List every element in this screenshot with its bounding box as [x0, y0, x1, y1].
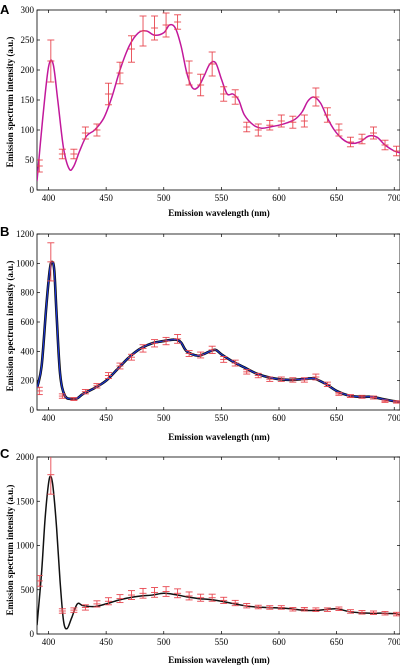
- panel-a-y-tick-label: 250: [21, 35, 35, 45]
- panel-a-y-tick-label: 200: [21, 65, 35, 75]
- panel-c-y-axis-label: Emission spectrum intensity (a.u.): [5, 485, 15, 616]
- panel-b-y-tick-label: 400: [21, 346, 35, 356]
- panel-c-y-tick-label: 1500: [16, 496, 35, 506]
- panel-b-y-tick-label: 600: [21, 317, 35, 327]
- panel-b-series-line: [37, 261, 400, 403]
- panel-a-x-tick-label: 700: [387, 193, 400, 203]
- panel-a-y-tick-label: 50: [25, 155, 35, 165]
- panel-c-y-tick-label: 500: [21, 585, 35, 595]
- panel-letter-c: C: [0, 446, 10, 461]
- panel-c-x-tick-label: 550: [215, 637, 229, 647]
- panel-c-frame: [36, 456, 400, 635]
- panel-letter-b: B: [0, 224, 9, 239]
- panel-c-x-tick-label: 400: [42, 637, 56, 647]
- panel-c-y-tick-label: 1000: [16, 541, 35, 551]
- panel-c-x-tick-label: 450: [99, 637, 113, 647]
- panel-c-x-tick-label: 700: [387, 637, 400, 647]
- panel-c-x-tick-label: 650: [330, 637, 344, 647]
- panel-b-plot-area: [37, 242, 400, 404]
- panel-b-y-tick-label: 200: [21, 376, 35, 386]
- panel-b-x-tick-label: 450: [99, 413, 113, 423]
- panel-b-y-tick-label: 0: [30, 405, 35, 415]
- panel-a-x-tick-label: 450: [99, 193, 113, 203]
- panel-b-x-tick-label: 600: [272, 413, 286, 423]
- panel-c-series-line: [37, 475, 400, 630]
- panel-b-y-axis-label: Emission spectrum intensity (a.u.): [5, 261, 15, 392]
- panel-c-x-axis-label: Emission wavelength (nm): [168, 655, 270, 665]
- panel-b-x-tick-label: 550: [215, 413, 229, 423]
- panel-c-y-tick-label: 0: [30, 629, 35, 639]
- panel-b-y-tick-label: 800: [21, 288, 35, 298]
- panel-letter-a: A: [0, 2, 10, 17]
- panel-a: A Emission spectrum intensity (a.u.) Emi…: [0, 2, 400, 218]
- panel-c-plot-area: [37, 457, 400, 630]
- panel-b-x-tick-label: 650: [330, 413, 344, 423]
- panel-a-y-tick-label: 300: [21, 5, 35, 15]
- panel-c-x-tick-label: 500: [157, 637, 171, 647]
- panel-a-x-tick-label: 600: [272, 193, 286, 203]
- panel-c-y-tick-label: 2000: [16, 452, 35, 462]
- panel-b-x-tick-label: 700: [387, 413, 400, 423]
- panel-a-y-tick-label: 0: [30, 185, 35, 195]
- panel-a-x-tick-label: 650: [330, 193, 344, 203]
- panel-a-y-axis-label: Emission spectrum intensity (a.u.): [5, 37, 15, 168]
- panel-c-x-tick-label: 600: [272, 637, 286, 647]
- panel-b-x-tick-label: 500: [157, 413, 171, 423]
- panel-a-x-tick-label: 400: [42, 193, 56, 203]
- panel-a-x-tick-label: 550: [215, 193, 229, 203]
- panel-b-y-tick-label: 1200: [16, 229, 35, 239]
- panel-a-frame: [36, 9, 400, 191]
- panel-b-x-axis-label: Emission wavelength (nm): [168, 432, 270, 442]
- panel-a-x-tick-label: 500: [157, 193, 171, 203]
- panel-c: C Emission spectrum intensity (a.u.) Emi…: [0, 446, 400, 665]
- panel-a-plot-area: [37, 12, 400, 182]
- panel-b-x-tick-label: 400: [42, 413, 56, 423]
- panel-b-y-tick-label: 1000: [16, 258, 35, 268]
- panel-a-x-axis-label: Emission wavelength (nm): [168, 208, 270, 218]
- panel-b: B Emission spectrum intensity (a.u.) Emi…: [0, 224, 400, 442]
- panel-b-frame: [36, 233, 400, 411]
- panel-b-series-line-shadow: [37, 260, 400, 404]
- panel-a-y-tick-label: 150: [21, 95, 35, 105]
- panel-a-y-tick-label: 100: [21, 125, 35, 135]
- panel-a-series-line: [37, 23, 400, 182]
